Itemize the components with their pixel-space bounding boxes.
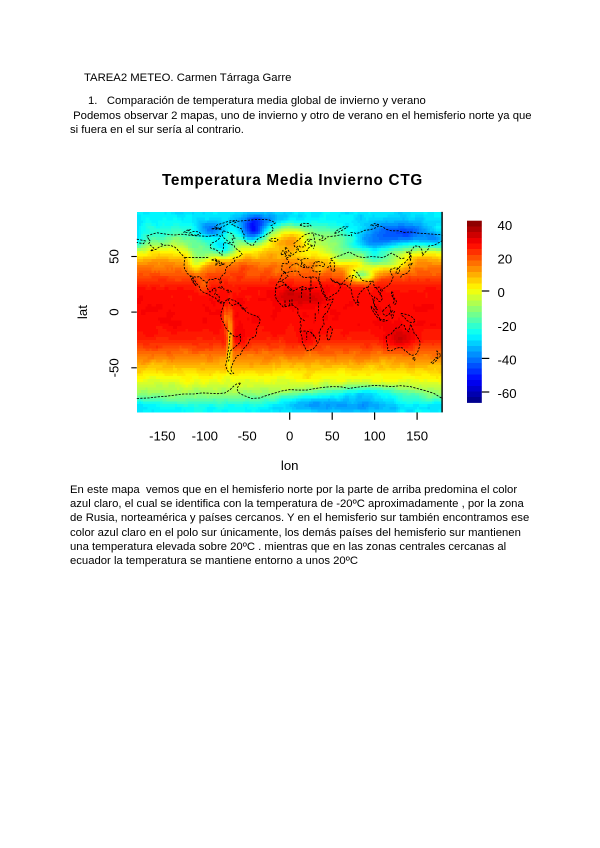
svg-text:20: 20 <box>498 252 513 267</box>
svg-text:-60: -60 <box>498 386 517 401</box>
svg-text:-50: -50 <box>106 358 121 377</box>
svg-text:150: 150 <box>406 429 428 444</box>
svg-text:50: 50 <box>325 429 340 444</box>
svg-text:100: 100 <box>364 429 386 444</box>
svg-text:lat: lat <box>75 305 90 319</box>
svg-text:-40: -40 <box>498 353 517 368</box>
svg-text:lon: lon <box>281 458 299 473</box>
svg-text:-50: -50 <box>238 429 257 444</box>
svg-text:50: 50 <box>106 249 121 264</box>
svg-text:40: 40 <box>498 218 513 233</box>
svg-text:-150: -150 <box>149 429 175 444</box>
svg-text:0: 0 <box>106 308 121 315</box>
svg-text:0: 0 <box>498 285 505 300</box>
svg-text:-100: -100 <box>192 429 218 444</box>
svg-text:-20: -20 <box>498 319 517 334</box>
svg-text:0: 0 <box>286 429 293 444</box>
